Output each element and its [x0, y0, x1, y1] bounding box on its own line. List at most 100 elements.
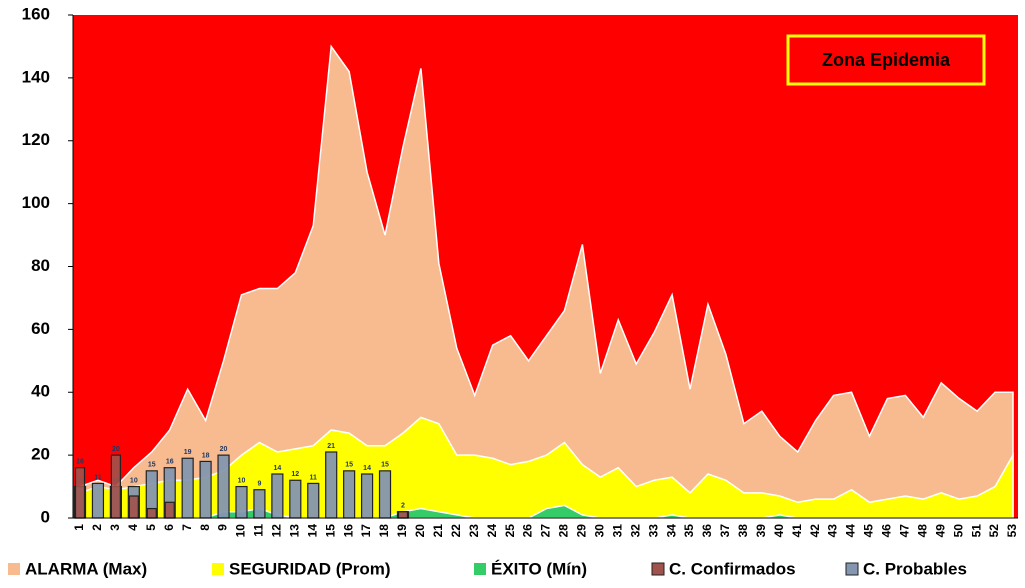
bar: [271, 473, 284, 519]
bar: [91, 482, 105, 519]
data-label: 9: [257, 481, 261, 488]
x-tick-label: 25: [503, 524, 517, 538]
x-tick-label: 31: [610, 524, 624, 538]
x-tick-label: 39: [754, 524, 768, 538]
y-tick-label: 160: [22, 4, 50, 23]
x-tick-label: 11: [252, 524, 266, 537]
x-tick-label: 34: [664, 524, 678, 538]
y-tick-label: 20: [31, 445, 50, 464]
x-tick-label: 30: [592, 524, 606, 538]
data-label: 16: [76, 459, 84, 466]
x-tick-label: 2: [90, 524, 104, 531]
bar: [378, 470, 392, 519]
x-tick-label: 43: [826, 524, 840, 538]
bar: [253, 489, 266, 519]
bar: [397, 511, 409, 519]
bar: [146, 507, 157, 519]
x-tick-label: 26: [521, 524, 535, 538]
data-label: 19: [184, 449, 192, 456]
legend-swatch: [474, 563, 486, 575]
x-tick-label: 36: [700, 524, 714, 538]
x-tick-label: 19: [395, 524, 409, 538]
legend-label: C. Probables: [863, 559, 967, 578]
annotation: Zona Epidemia: [822, 50, 951, 70]
data-label: 21: [327, 443, 335, 450]
x-tick-label: 32: [628, 524, 642, 538]
y-tick-label: 120: [22, 130, 50, 149]
x-tick-label: 22: [449, 524, 463, 538]
data-label: 20: [112, 446, 120, 453]
x-tick-label: 12: [270, 524, 284, 538]
bar: [110, 454, 121, 519]
x-tick-label: 35: [682, 524, 696, 538]
area: [79, 44, 1014, 519]
bar: [289, 479, 302, 519]
bar: [343, 470, 356, 519]
y-tick-label: 40: [31, 382, 50, 401]
y-tick-label: 60: [31, 319, 50, 338]
x-tick-label: 5: [144, 524, 158, 531]
x-tick-label: 48: [915, 524, 929, 538]
annotation-box: [786, 34, 986, 86]
x-tick-label: 50: [951, 524, 965, 538]
data-label: 14: [363, 465, 371, 472]
x-tick-label: 37: [718, 524, 732, 538]
data-label: 2: [401, 503, 405, 510]
x-tick-label: 24: [485, 524, 499, 538]
data-label: 18: [202, 452, 210, 459]
x-tick-label: 29: [575, 524, 589, 538]
data-label: 11: [94, 474, 102, 481]
y-tick-label: 100: [22, 193, 50, 212]
data-label: 20: [220, 446, 228, 453]
x-tick-label: 46: [880, 524, 894, 538]
x-tick-label: 41: [790, 524, 804, 538]
x-tick-label: 7: [180, 524, 194, 531]
legend-swatch: [212, 563, 224, 575]
x-tick-label: 38: [736, 524, 750, 538]
bar: [325, 451, 338, 519]
legend-swatch: [8, 563, 20, 575]
x-tick-label: 21: [431, 524, 445, 538]
x-tick-label: 10: [234, 524, 248, 538]
x-tick-label: 20: [413, 524, 427, 538]
x-tick-label: 51: [969, 524, 983, 538]
bar: [128, 495, 139, 519]
x-tick-label: 13: [287, 524, 301, 538]
x-tick-label: 45: [862, 524, 876, 538]
legend-label: ALARMA (Max): [25, 559, 147, 578]
x-tick-label: 3: [108, 524, 122, 531]
data-label: 14: [273, 465, 281, 472]
data-label: 15: [148, 462, 156, 469]
x-tick-label: 4: [126, 524, 140, 531]
x-tick-label: 27: [539, 524, 553, 538]
data-label: 15: [345, 462, 353, 469]
bar: [307, 482, 320, 519]
x-tick-label: 47: [898, 524, 912, 538]
x-tick-label: 23: [467, 524, 481, 538]
legend-label: ÉXITO (Mín): [491, 559, 587, 578]
bar: [199, 460, 212, 519]
x-tick-label: 16: [341, 524, 355, 538]
x-tick-label: 17: [359, 524, 373, 538]
x-tick-label: 33: [646, 524, 660, 538]
x-tick-label: 15: [323, 524, 337, 538]
bar: [360, 473, 374, 519]
x-tick-label: 18: [377, 524, 391, 538]
x-tick-label: 1: [72, 524, 86, 531]
data-label: 15: [381, 462, 389, 469]
data-label: 10: [238, 477, 246, 484]
data-label: 10: [130, 477, 138, 484]
legend-swatch: [651, 562, 665, 576]
bar: [181, 457, 194, 519]
plot-area: 1011101015161918201091412112115141521620: [73, 15, 1018, 519]
x-tick-label: 52: [987, 524, 1001, 538]
x-tick-label: 9: [216, 524, 230, 531]
x-tick-label: 40: [772, 524, 786, 538]
data-label: 11: [310, 474, 318, 481]
x-tick-label: 8: [198, 524, 212, 531]
y-tick-label: 80: [31, 256, 50, 275]
bar: [217, 454, 230, 519]
legend-label: SEGURIDAD (Prom): [229, 559, 391, 578]
bar: [164, 501, 175, 519]
